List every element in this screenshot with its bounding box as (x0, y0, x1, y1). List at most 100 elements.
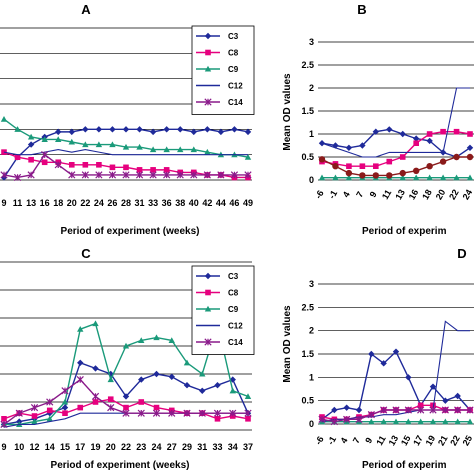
data-point (28, 156, 34, 163)
data-point (367, 411, 375, 419)
data-point (204, 126, 211, 133)
data-point (1, 416, 7, 422)
data-point (163, 126, 170, 133)
y-tick-label: 0.5 (301, 396, 314, 406)
legend-label: C14 (228, 338, 243, 347)
data-point (109, 126, 116, 133)
data-point (46, 398, 54, 406)
data-point (430, 402, 436, 409)
legend-swatch-marker (204, 65, 212, 72)
data-point (95, 171, 103, 179)
data-point (41, 136, 48, 143)
data-point (46, 415, 53, 422)
data-point (332, 163, 339, 170)
data-point (137, 409, 145, 417)
data-point (14, 126, 21, 132)
data-point (30, 403, 39, 412)
data-point (92, 365, 99, 372)
data-point (82, 162, 89, 168)
x-tick-label: 18 (53, 198, 63, 208)
data-point (405, 418, 412, 425)
data-point (453, 174, 460, 181)
x-tick-label: 4 (338, 436, 349, 445)
x-tick-label: 22 (448, 434, 462, 448)
x-tick-label: 24 (94, 198, 104, 208)
data-point (453, 128, 460, 135)
data-point (429, 383, 437, 390)
data-point (163, 167, 170, 173)
data-point (244, 128, 252, 136)
x-tick-label: 11 (380, 188, 393, 201)
data-point (454, 406, 462, 414)
legend-label: C3 (228, 272, 239, 281)
series-line (321, 87, 470, 158)
x-tick-label: 34 (228, 442, 238, 452)
legend-item: C12 (196, 322, 243, 331)
data-point (355, 415, 363, 423)
data-point (368, 350, 375, 358)
x-tick-label: 25 (461, 434, 474, 448)
legend-label: C3 (228, 32, 239, 41)
data-point (153, 334, 160, 341)
x-tick-label: 7 (351, 436, 362, 445)
series-series5 (318, 153, 474, 179)
data-point (345, 144, 353, 151)
data-point (77, 359, 84, 366)
data-point (109, 164, 116, 171)
x-tick-label: 24 (151, 442, 161, 452)
data-point (229, 409, 237, 417)
data-point (454, 392, 461, 400)
data-point (318, 415, 326, 423)
data-point (454, 418, 461, 425)
data-point (203, 171, 211, 179)
y-tick-label: 3 (309, 37, 314, 47)
data-point (429, 406, 437, 414)
data-point (153, 370, 160, 378)
data-point (204, 148, 211, 155)
legend-item: C14 (196, 98, 243, 107)
data-point (163, 146, 170, 153)
data-point (466, 153, 474, 161)
data-point (372, 128, 380, 135)
data-point (123, 404, 129, 411)
x-tick-label: 13 (393, 188, 407, 202)
data-point (168, 409, 176, 417)
x-tick-label: 33 (212, 442, 222, 452)
data-point (345, 174, 353, 181)
data-point (231, 126, 238, 133)
x-tick-label: 9 (1, 442, 6, 452)
x-tick-label: 19 (90, 442, 100, 452)
y-tick-label: 3 (309, 279, 314, 289)
x-tick-label: 22 (121, 442, 131, 452)
data-point (122, 171, 130, 179)
data-point (190, 146, 197, 153)
data-point (346, 163, 352, 169)
x-tick-label: 11 (374, 434, 387, 447)
data-point (440, 128, 446, 135)
legend-item: C12 (196, 82, 243, 91)
data-point (82, 126, 89, 133)
data-point (61, 387, 69, 395)
data-point (138, 337, 145, 343)
data-point (82, 141, 89, 148)
x-tick-label: 13 (387, 434, 401, 448)
data-point (405, 374, 412, 381)
x-tick-label: 28 (121, 198, 131, 208)
data-point (13, 173, 22, 182)
series-c14 (0, 375, 252, 429)
y-tick-label: 0 (309, 419, 314, 429)
x-tick-label: 15 (399, 434, 413, 448)
data-point (77, 404, 84, 411)
data-point (412, 167, 420, 174)
data-point (442, 418, 449, 425)
data-point (163, 171, 171, 179)
x-tick-label: 29 (182, 442, 192, 452)
data-point (76, 375, 84, 384)
x-tick-label: 9 (1, 198, 6, 208)
legend-item: C3 (196, 272, 239, 281)
panel-b-letter: B (357, 2, 366, 17)
data-point (138, 399, 145, 405)
data-point (426, 137, 433, 145)
data-point (386, 158, 393, 165)
x-tick-label: 11 (13, 198, 23, 208)
